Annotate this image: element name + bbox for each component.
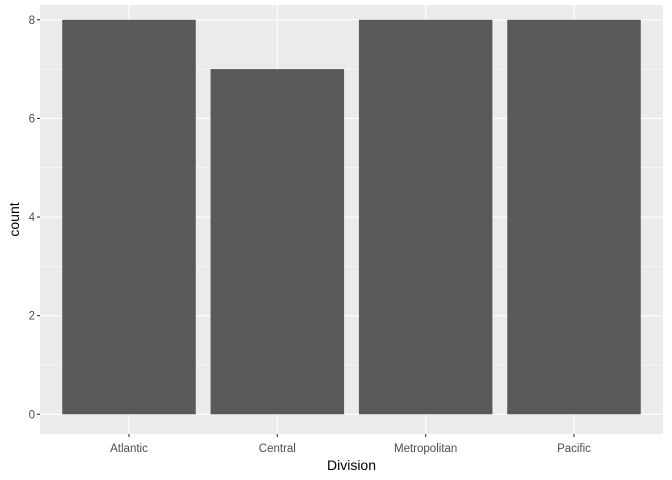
y-axis-title: count bbox=[6, 202, 22, 236]
y-tick-label: 2 bbox=[29, 311, 35, 323]
x-tick-label: Atlantic bbox=[110, 443, 148, 455]
y-axis: 0 2 4 6 8 bbox=[29, 15, 40, 421]
x-axis: Atlantic Central Metropolitan Pacific bbox=[110, 434, 591, 455]
y-tick-label: 4 bbox=[29, 212, 36, 224]
y-tick-label: 6 bbox=[29, 113, 35, 125]
bar-metropolitan bbox=[358, 19, 493, 415]
y-tick-label: 8 bbox=[29, 15, 35, 27]
x-tick-label: Metropolitan bbox=[394, 443, 457, 455]
bar-atlantic bbox=[62, 19, 196, 415]
x-tick-label: Central bbox=[259, 443, 296, 455]
bar-pacific bbox=[507, 19, 641, 415]
y-tick-label: 0 bbox=[29, 409, 35, 421]
bars bbox=[62, 19, 641, 415]
x-tick-label: Pacific bbox=[557, 443, 591, 455]
x-axis-title: Division bbox=[327, 457, 376, 473]
bar-central bbox=[210, 69, 345, 415]
